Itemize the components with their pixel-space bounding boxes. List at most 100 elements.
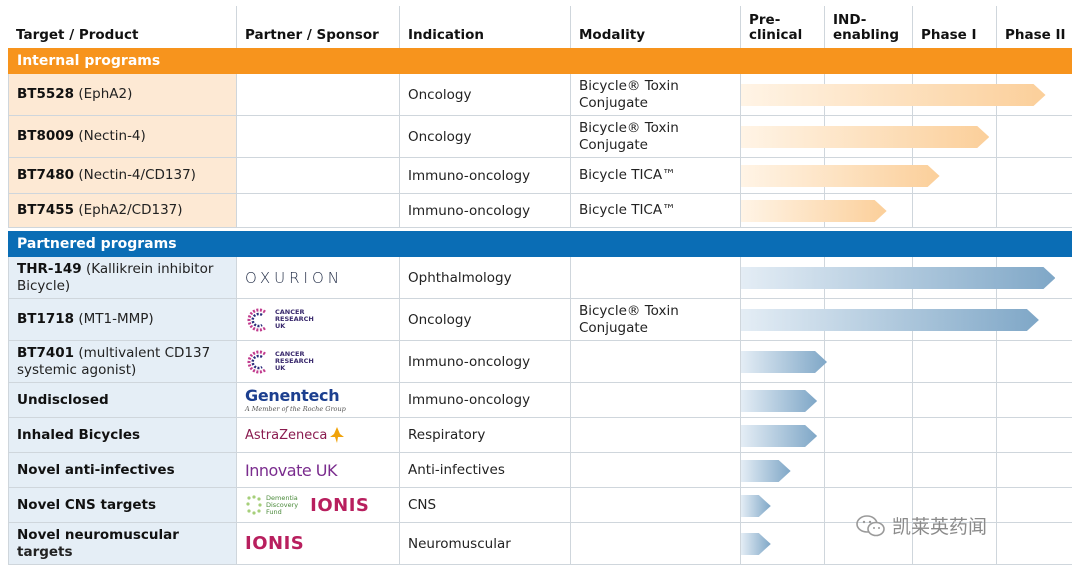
phase-cell <box>741 383 825 418</box>
pipeline-progress <box>741 349 828 375</box>
phase-cell <box>825 453 913 488</box>
pipeline-row: BT7455 (EphA2/CD137) Immuno-oncology Bicyc… <box>8 194 1072 228</box>
partner-cell <box>237 116 400 158</box>
product-detail: (EphA2) <box>74 86 133 102</box>
modality-cell: Bicycle TICA™ <box>571 158 741 194</box>
product-detail-line-2: Bicycle) <box>17 277 71 294</box>
header-partner: Partner / Sponsor <box>237 6 400 48</box>
section-internal-programs: Internal programs <box>8 48 1072 74</box>
progress-arrow <box>741 267 1056 289</box>
product-detail-line-2: targets <box>17 543 73 560</box>
section-partnered-programs: Partnered programs <box>8 231 1072 257</box>
cancer-research-uk-logo: CANCER RESEARCH UK <box>245 349 314 375</box>
phase-cell <box>825 418 913 453</box>
wechat-icon <box>856 514 885 536</box>
watermark-text: 凯莱英药闻 <box>892 516 988 538</box>
cancer-research-uk-logo: CANCER RESEARCH UK <box>245 307 314 333</box>
product-detail: (Kallikrein inhibitor <box>81 260 214 277</box>
target-cell: Inhaled Bicycles <box>8 418 237 453</box>
phase-cell <box>825 523 913 565</box>
product-name: Novel CNS targets <box>17 496 157 513</box>
phase-cell <box>741 453 825 488</box>
partner-cell <box>237 74 400 116</box>
innovate-uk-logo: Innovate UK <box>245 460 337 480</box>
pipeline-row: BT7480 (Nectin-4/CD137) Immuno-oncology Bi… <box>8 158 1072 194</box>
phase-cell <box>913 488 997 523</box>
pipeline-row: Novel CNS targets Dementia Discovery Fund IO… <box>8 488 1072 523</box>
target-cell: BT7480 (Nectin-4/CD137) <box>8 158 237 194</box>
cancer-research-uk-icon <box>247 350 266 373</box>
indication-cell: CNS <box>400 488 571 523</box>
pipeline-progress <box>741 198 887 224</box>
partner-cell: Innovate UK <box>237 453 400 488</box>
product-name: BT1718 <box>17 311 75 327</box>
indication-cell: Oncology <box>400 299 571 341</box>
phase-cell <box>997 158 1072 194</box>
partner-cell: Dementia Discovery Fund IONIS <box>237 488 400 523</box>
phase-cell <box>913 116 997 158</box>
target-cell: BT5528 (EphA2) <box>8 74 237 116</box>
partner-cell: IONIS <box>237 523 400 565</box>
phase-cell <box>913 523 997 565</box>
modality-cell: Bicycle® Toxin Conjugate <box>571 116 741 158</box>
oxurion-logo: OXURION <box>245 268 343 287</box>
header-phase-1: Phase I <box>913 6 997 48</box>
pipeline-progress <box>741 124 990 150</box>
phase-cell <box>997 116 1072 158</box>
pipeline-row: Novel neuromuscular targets IONIS Neuromusc… <box>8 523 1072 565</box>
pipeline-progress <box>741 307 1039 333</box>
progress-arrow <box>741 389 818 412</box>
header-ind-enabling: IND-enabling <box>825 6 913 48</box>
progress-arrow <box>741 424 818 447</box>
wechat-watermark: 凯莱英药闻 <box>856 512 987 539</box>
pipeline-row: Inhaled Bicycles AstraZeneca Respiratory <box>8 418 1072 453</box>
indication-cell: Immuno-oncology <box>400 158 571 194</box>
product-name: BT7401 <box>17 344 75 361</box>
phase-cell <box>913 453 997 488</box>
modality-cell <box>571 383 741 418</box>
indication-cell: Respiratory <box>400 418 571 453</box>
progress-arrow <box>741 533 771 555</box>
target-cell: BT7401 (multivalent CD137 systemic agonis… <box>8 341 237 383</box>
phase-cell <box>825 488 913 523</box>
product-name: Inhaled Bicycles <box>17 426 141 443</box>
product-name: BT7455 <box>17 202 75 218</box>
modality-cell <box>571 257 741 299</box>
target-cell: Novel neuromuscular targets <box>8 523 237 565</box>
product-name: BT5528 <box>17 86 75 102</box>
indication-cell: Immuno-oncology <box>400 341 571 383</box>
target-cell: BT7455 (EphA2/CD137) <box>8 194 237 228</box>
phase-cell <box>741 523 825 565</box>
progress-arrow <box>741 126 990 148</box>
partner-cell: CANCER RESEARCH UK <box>237 341 400 383</box>
dementia-discovery-fund-logo: Dementia Discovery Fund <box>245 494 298 516</box>
phase-cell <box>997 523 1072 565</box>
modality-cell <box>571 341 741 383</box>
indication-cell: Ophthalmology <box>400 257 571 299</box>
phase-cell <box>997 341 1072 383</box>
product-name: Novel anti-infectives <box>17 461 175 478</box>
progress-arrow <box>741 459 791 482</box>
phase-cell <box>825 341 913 383</box>
phase-cell <box>997 418 1072 453</box>
progress-arrow <box>741 309 1039 331</box>
indication-cell: Immuno-oncology <box>400 383 571 418</box>
phase-cell <box>825 383 913 418</box>
partner-cell: Genentech A Member of the Roche Group <box>237 383 400 418</box>
phase-cell <box>741 418 825 453</box>
pipeline-progress <box>741 493 771 519</box>
pipeline-row: Undisclosed Genentech A Member of the Roch… <box>8 383 1072 418</box>
phase-cell <box>997 383 1072 418</box>
indication-cell: Oncology <box>400 116 571 158</box>
phase-cell <box>997 299 1072 341</box>
target-cell: Undisclosed <box>8 383 237 418</box>
progress-arrow <box>741 494 771 517</box>
phase-cell <box>997 488 1072 523</box>
astrazeneca-icon <box>330 427 345 443</box>
genentech-logo: Genentech A Member of the Roche Group <box>245 385 346 413</box>
phase-cell <box>997 194 1072 228</box>
modality-cell <box>571 488 741 523</box>
partner-cell: AstraZeneca <box>237 418 400 453</box>
phase-cell <box>997 453 1072 488</box>
product-name: BT7480 <box>17 167 75 183</box>
